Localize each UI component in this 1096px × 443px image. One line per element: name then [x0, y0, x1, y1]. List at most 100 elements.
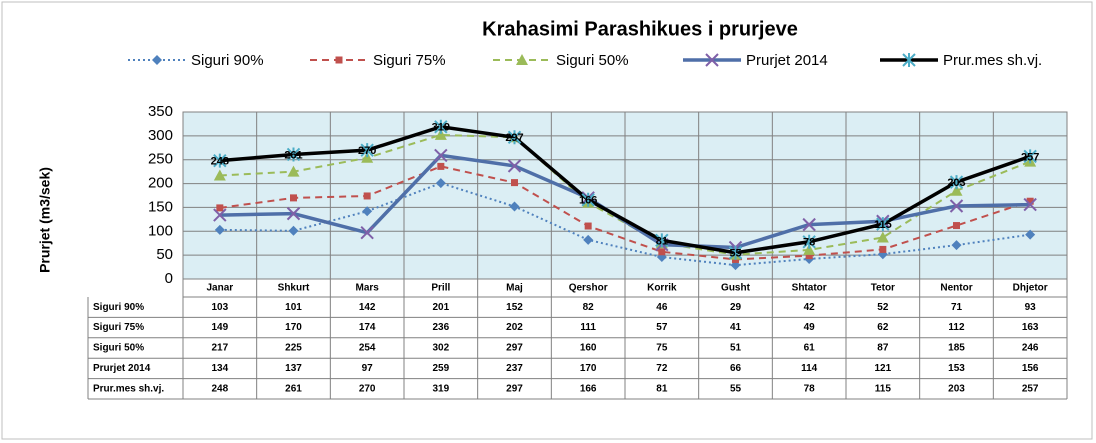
table-cell: 152	[506, 302, 523, 313]
x-tick-label: Qershor	[569, 283, 608, 294]
table-cell: 319	[432, 383, 449, 394]
table-cell: 201	[432, 302, 449, 313]
table-cell: 270	[359, 383, 376, 394]
table-cell: 170	[285, 322, 302, 333]
table-cell: 55	[730, 383, 742, 394]
point-marker	[879, 245, 887, 253]
table-cell: 203	[948, 383, 965, 394]
table-cell: 156	[1022, 363, 1039, 374]
point-marker	[288, 225, 299, 236]
table-cell: 93	[1025, 302, 1037, 313]
data-label: 55	[729, 248, 741, 260]
point-marker	[581, 192, 595, 207]
table-cell: 78	[804, 383, 816, 394]
point-marker	[437, 162, 445, 170]
table-cell: 114	[801, 363, 818, 374]
x-tick-label: Nentor	[940, 283, 972, 294]
y-tick-label: 300	[148, 127, 173, 144]
table-cell: 75	[656, 343, 668, 354]
table-cell: 248	[211, 383, 228, 394]
y-tick-label: 0	[165, 270, 173, 287]
table-cell: 66	[730, 363, 742, 374]
table-cell: 160	[580, 343, 597, 354]
x-tick-label: Gusht	[721, 283, 751, 294]
table-cell: 103	[211, 302, 228, 313]
x-tick-label: Prill	[431, 283, 450, 294]
table-cell: 57	[656, 322, 668, 333]
data-label: 78	[803, 237, 815, 249]
data-label: 257	[1021, 151, 1039, 163]
table-cell: 153	[948, 363, 965, 374]
table-cell: 236	[432, 322, 449, 333]
data-label: 248	[211, 156, 229, 168]
table-cell: 163	[1022, 322, 1039, 333]
table-cell: 259	[432, 363, 449, 374]
data-label: 203	[947, 177, 965, 189]
legend-label: Siguri 90%	[191, 52, 264, 69]
legend-label: Siguri 50%	[556, 52, 629, 69]
data-label: 297	[505, 132, 523, 144]
legend-marker	[152, 55, 162, 65]
table-cell: 72	[656, 363, 668, 374]
point-marker	[953, 222, 960, 230]
point-marker	[584, 222, 592, 230]
point-marker	[802, 217, 816, 232]
table-cell: 81	[656, 383, 668, 394]
x-tick-label: Tetor	[871, 283, 895, 294]
legend-marker	[335, 56, 343, 64]
table-cell: 174	[359, 322, 376, 333]
legend-marker	[516, 54, 528, 65]
data-label: 270	[358, 145, 376, 157]
table-cell: 225	[285, 343, 302, 354]
legend-label: Siguri 75%	[373, 52, 446, 69]
table-cell: 49	[804, 322, 816, 333]
series-line	[219, 165, 1031, 261]
table-cell: 121	[874, 363, 891, 374]
point-marker	[949, 199, 964, 213]
x-tick-label: Mars	[355, 283, 379, 294]
y-tick-label: 50	[156, 246, 173, 263]
point-marker	[1025, 229, 1036, 240]
point-marker	[213, 169, 226, 181]
table-cell: 82	[583, 302, 595, 313]
point-marker	[216, 204, 224, 212]
y-tick-label: 350	[148, 103, 173, 120]
table-cell: 101	[285, 302, 302, 313]
point-marker	[213, 208, 227, 222]
table-row-header: Siguri 50%	[93, 343, 144, 354]
point-marker	[360, 143, 374, 158]
x-tick-label: Maj	[506, 283, 523, 294]
series-line	[219, 133, 1031, 256]
table-cell: 149	[211, 322, 228, 333]
table-cell: 111	[580, 322, 596, 333]
table-cell: 87	[877, 343, 889, 354]
point-marker	[1026, 197, 1034, 205]
point-marker	[290, 194, 297, 202]
table-cell: 217	[211, 343, 228, 354]
table-cell: 61	[804, 343, 816, 354]
table-cell: 137	[285, 363, 302, 374]
point-marker	[949, 175, 964, 190]
table-row-header: Prurjet 2014	[93, 363, 151, 374]
table-cell: 254	[359, 343, 376, 354]
table-cell: 115	[875, 383, 892, 394]
point-marker	[507, 130, 522, 145]
x-tick-label: Shtator	[792, 283, 827, 294]
legend-marker	[705, 53, 719, 67]
point-marker	[728, 245, 743, 260]
x-tick-label: Shkurt	[278, 283, 310, 294]
point-marker	[434, 128, 447, 140]
table-cell: 51	[730, 343, 742, 354]
point-marker	[434, 148, 448, 163]
table-row-header: Prur.mes sh.vj.	[93, 383, 164, 394]
point-marker	[1023, 197, 1037, 212]
x-tick-label: Korrik	[647, 283, 677, 294]
table-cell: 29	[730, 302, 742, 313]
legend-label: Prur.mes sh.vj.	[943, 52, 1042, 69]
table-cell: 261	[285, 383, 302, 394]
x-tick-label: Dhjetor	[1013, 283, 1048, 294]
table-cell: 42	[804, 302, 816, 313]
table-row-header: Siguri 90%	[93, 302, 144, 313]
table-cell: 166	[580, 383, 597, 394]
